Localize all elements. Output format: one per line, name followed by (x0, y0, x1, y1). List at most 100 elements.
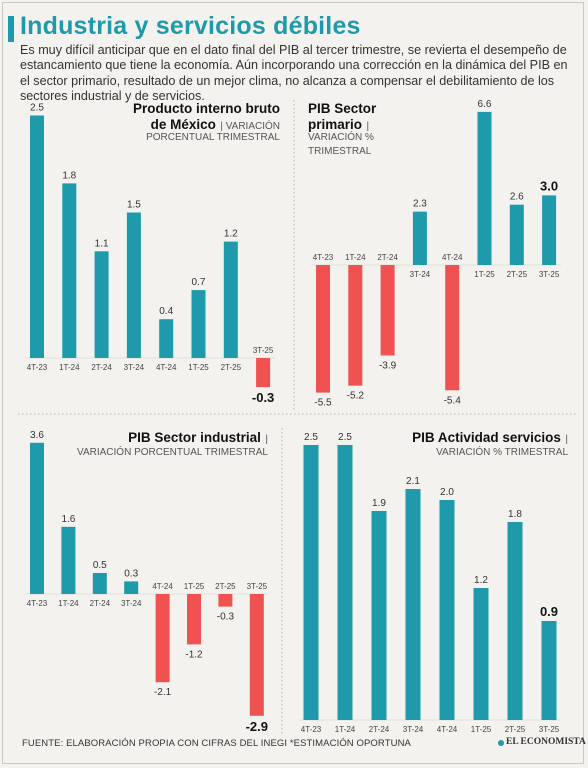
data-label: -0.3 (252, 390, 274, 405)
data-label: 1.6 (61, 514, 75, 525)
data-label: 2.5 (304, 432, 318, 443)
data-label: 6.6 (478, 99, 492, 110)
tick-label: 2T-24 (90, 599, 111, 608)
page-subtitle: Es muy difícil anticipar que en el dato … (20, 43, 568, 104)
data-label: 0.7 (192, 277, 206, 288)
data-label: 2.5 (338, 432, 352, 443)
chart-3: 3.6 4T-23 1.6 1T-24 0.5 2T-24 0.3 3T-24 -2.1 4T-2… (25, 430, 269, 734)
tick-label: 2T-25 (215, 582, 236, 591)
tick-label: 2T-25 (221, 363, 242, 372)
data-label: -1.2 (185, 649, 203, 660)
panel-2-subtitle-line2: TRIMESTRAL (308, 146, 372, 157)
data-label: -2.9 (246, 719, 268, 734)
tick-label: 1T-25 (474, 270, 495, 279)
bar (256, 358, 271, 388)
data-label: 1.5 (127, 200, 141, 211)
panel-3-subtitle: VARIACIÓN PORCENTUAL TRIMESTRAL (77, 447, 268, 458)
tick-label: 3T-25 (247, 582, 268, 591)
data-label: 0.9 (540, 604, 558, 619)
bar (439, 500, 455, 720)
data-label: 0.3 (124, 568, 138, 579)
chart-4: 2.5 4T-23 2.5 1T-24 1.9 2T-24 2.1 3T-24 2.0 4T-24… (299, 432, 561, 734)
bar (371, 511, 387, 720)
bar (477, 111, 492, 265)
tick-label: 3T-24 (403, 725, 424, 734)
data-label: 1.8 (62, 170, 76, 181)
tick-label: 3T-25 (539, 270, 560, 279)
panel-4-sub-inline: | (565, 434, 568, 445)
tick-label: 2T-24 (377, 253, 398, 262)
data-label: 2.6 (510, 192, 524, 203)
data-label: 1.2 (224, 229, 238, 240)
bar (92, 573, 107, 594)
tick-label: 4T-24 (437, 725, 458, 734)
bar (405, 489, 421, 720)
bar (316, 265, 330, 393)
bar (187, 594, 201, 645)
bar (542, 195, 557, 265)
bar (218, 594, 233, 607)
tick-label: 1T-24 (58, 599, 79, 608)
bar (191, 290, 206, 358)
data-label: 2.5 (30, 103, 44, 114)
bar (30, 115, 44, 358)
tick-label: 1T-24 (335, 725, 356, 734)
data-label: 2.3 (413, 199, 427, 210)
panel-3-sub-inline: | (265, 434, 268, 445)
panel-2-subtitle-line1: VARIACIÓN % (308, 132, 374, 143)
footer-source: FUENTE: ELABORACIÓN PROPIA CON CIFRAS DE… (22, 738, 411, 749)
tick-label: 2T-24 (91, 363, 112, 372)
data-label: 2.0 (440, 487, 454, 498)
tick-label: 1T-24 (59, 363, 80, 372)
data-label: -0.3 (217, 612, 235, 623)
bar (509, 204, 524, 265)
tick-label: 1T-25 (184, 582, 205, 591)
bar (62, 183, 77, 358)
bar (303, 445, 319, 720)
bar (445, 265, 460, 391)
panel-3-title: PIB Sector industrial (128, 430, 261, 445)
tick-label: 4T-23 (313, 253, 334, 262)
bar (159, 319, 174, 358)
data-label: -5.5 (314, 398, 332, 409)
bar (155, 594, 170, 683)
tick-label: 4T-24 (152, 582, 173, 591)
bar (124, 581, 139, 594)
data-label: -5.4 (444, 395, 462, 406)
data-label: 0.4 (159, 306, 173, 317)
tick-label: 4T-23 (27, 599, 48, 608)
bar (94, 251, 109, 358)
bar (61, 526, 76, 594)
data-label: 1.2 (474, 575, 488, 586)
tick-label: 3T-24 (124, 363, 145, 372)
tick-label: 1T-25 (188, 363, 209, 372)
data-label: 0.5 (93, 560, 107, 571)
page-title: Industria y servicios débiles (20, 12, 361, 40)
bar (126, 212, 141, 358)
bar (473, 588, 489, 720)
bar (507, 522, 523, 720)
tick-label: 3T-25 (539, 725, 560, 734)
bar (412, 211, 427, 265)
brand-name: EL ECONOMISTA (506, 737, 586, 747)
panel-1-title-line2: de México (150, 117, 216, 132)
data-label: 1.9 (372, 498, 386, 509)
panel-4-title-row: PIB Actividad servicios | (412, 429, 568, 447)
panel-3-title-row: PIB Sector industrial | (128, 429, 268, 447)
tick-label: 4T-23 (301, 725, 322, 734)
data-label: -3.9 (379, 360, 397, 371)
data-label: 3.6 (30, 430, 44, 441)
data-label: 1.1 (95, 238, 109, 249)
panel-4-subtitle: VARIACIÓN % TRIMESTRAL (436, 447, 568, 458)
bar (223, 241, 238, 358)
bar (541, 621, 557, 720)
chart-2: -5.5 4T-23 -5.2 1T-24 -3.9 2T-24 2.3 3T-24 -5.4 4… (311, 99, 562, 409)
panel-2-title-line1: PIB Sector (308, 101, 377, 116)
bar (30, 442, 44, 594)
tick-label: 3T-24 (121, 599, 142, 608)
tick-label: 3T-25 (253, 346, 274, 355)
tick-label: 2T-25 (507, 270, 528, 279)
title-accent-bar (8, 16, 14, 42)
data-label: 3.0 (540, 178, 558, 193)
